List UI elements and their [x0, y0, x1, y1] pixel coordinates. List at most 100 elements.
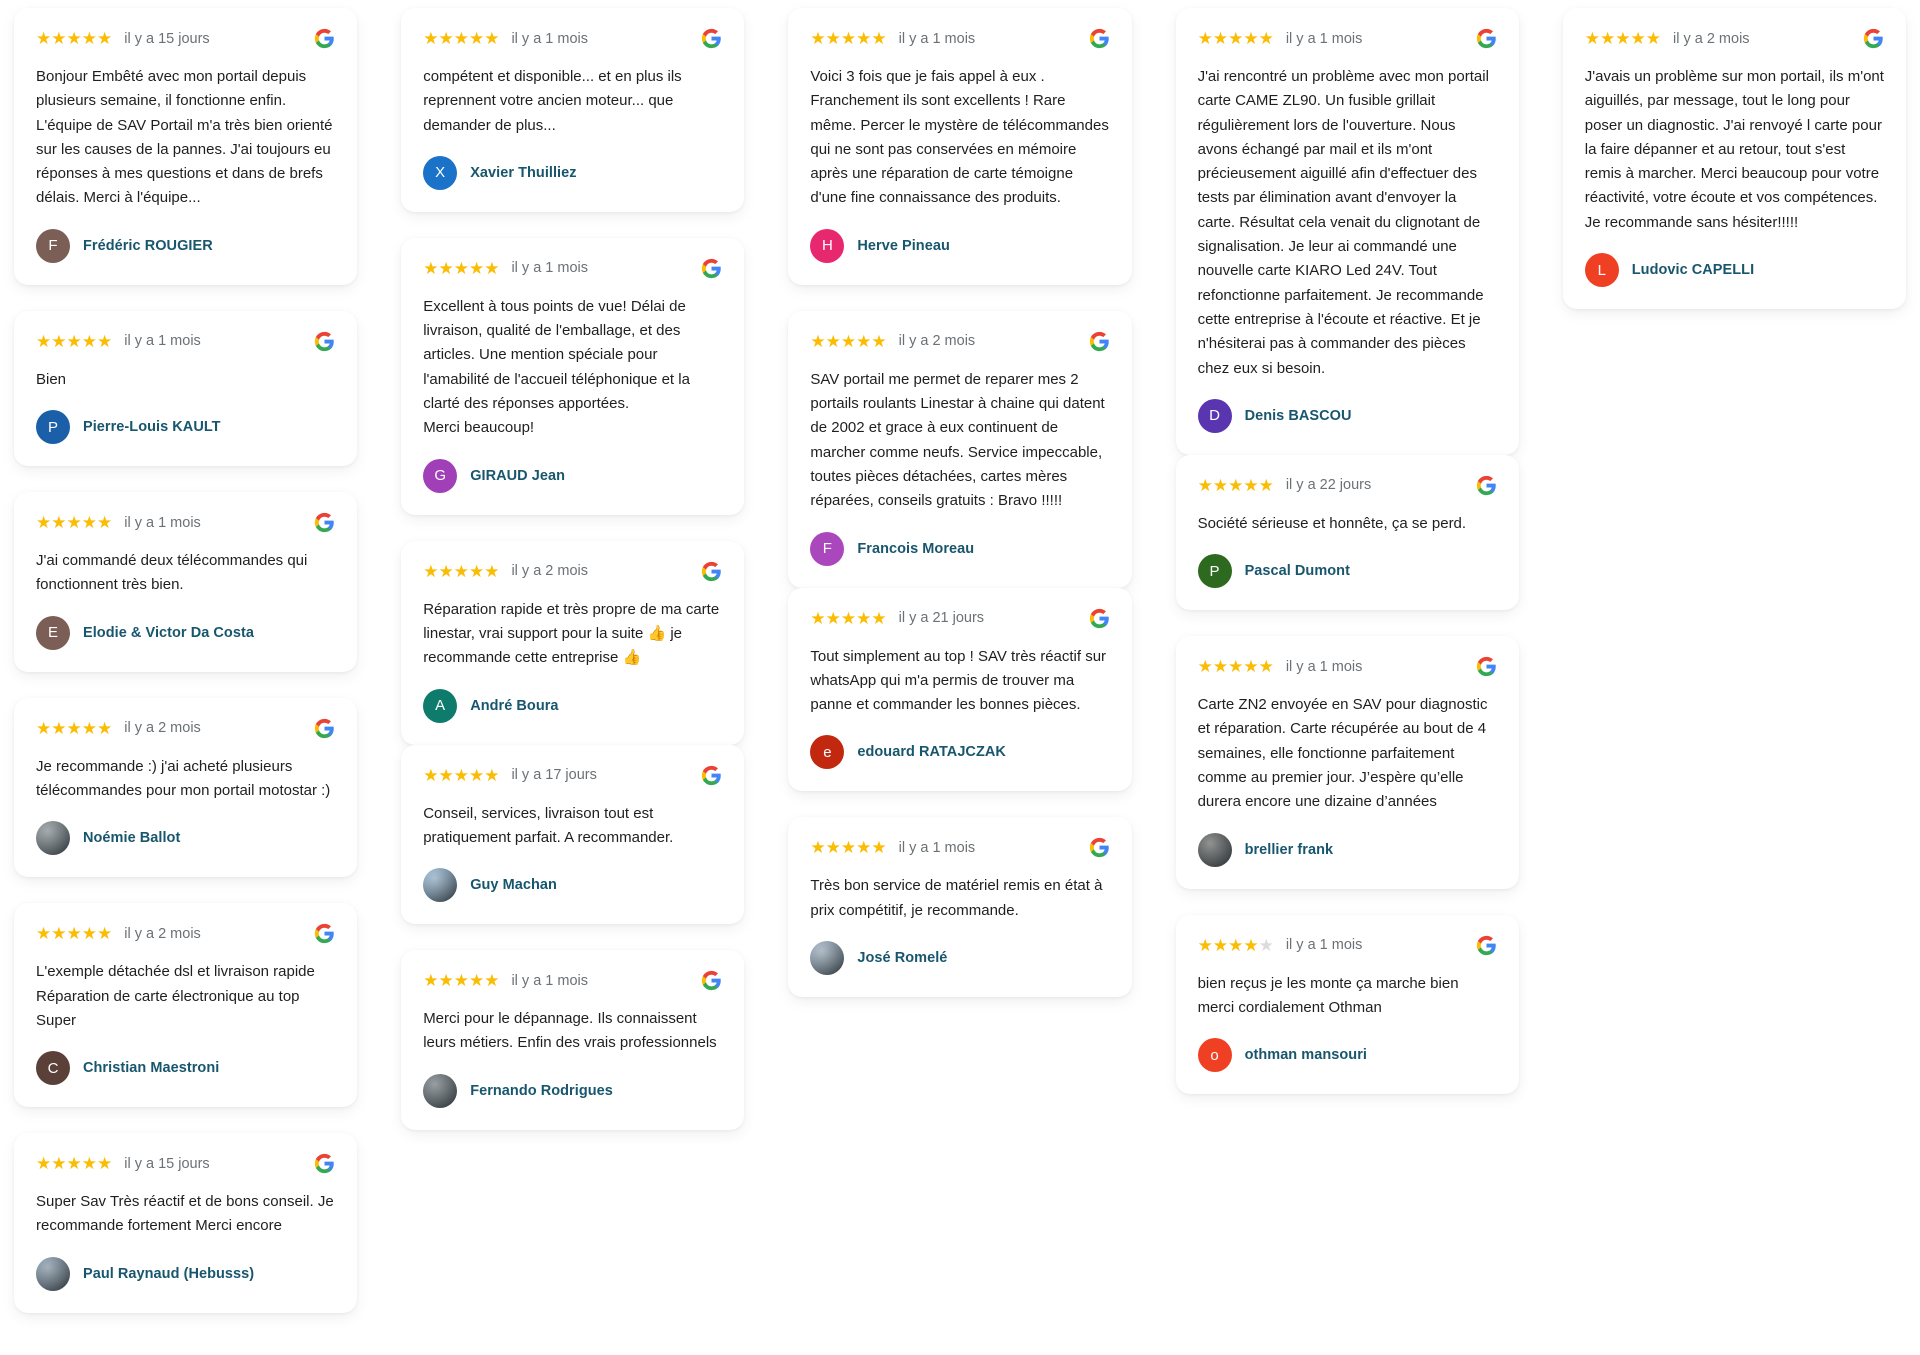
review-author-name[interactable]: Xavier Thuilliez	[470, 164, 577, 181]
review-author-row[interactable]: b brellier frank	[1197, 832, 1497, 867]
review-author-row[interactable]: X Xavier Thuilliez	[423, 155, 722, 190]
google-g-icon[interactable]	[1089, 608, 1110, 629]
review-author-row[interactable]: F Francois Moreau	[810, 531, 1109, 566]
review-author-row[interactable]: G GIRAUD Jean	[423, 458, 722, 493]
review-card[interactable]: ★ ★ ★ ★ ★ il y a 2 mois J'avais un problème s…	[1562, 8, 1906, 310]
google-g-icon[interactable]	[1476, 656, 1497, 677]
review-card[interactable]: ★ ★ ★ ★ ★ il y a 1 mois J'ai rencontré un pro…	[1175, 8, 1519, 455]
review-card[interactable]: ★ ★ ★ ★ ★ il y a 15 jours Super Sav Très réac…	[14, 1133, 358, 1313]
star-filled-icon: ★	[484, 971, 500, 991]
review-card[interactable]: ★ ★ ★ ★ ★ il y a 1 mois Carte ZN2 envoyée en …	[1175, 636, 1519, 889]
review-author-row[interactable]: C Christian Maestroni	[36, 1051, 335, 1086]
review-author-row[interactable]: G Guy Machan	[423, 868, 722, 903]
review-author-name[interactable]: Christian Maestroni	[83, 1060, 220, 1077]
review-author-row[interactable]: F Frédéric ROUGIER	[36, 228, 335, 263]
avatar: P	[36, 1256, 70, 1291]
google-g-icon[interactable]	[314, 331, 335, 352]
review-author-name[interactable]: José Romelé	[857, 950, 948, 967]
review-author-row[interactable]: A André Boura	[423, 688, 722, 723]
review-author-name[interactable]: André Boura	[470, 697, 559, 714]
review-author-name[interactable]: Paul Raynaud (Hebusss)	[83, 1265, 255, 1282]
google-g-icon[interactable]	[314, 28, 335, 49]
review-author-row[interactable]: P Paul Raynaud (Hebusss)	[36, 1256, 335, 1291]
google-g-icon[interactable]	[1476, 28, 1497, 49]
review-card[interactable]: ★ ★ ★ ★ ★ il y a 21 jours Tout simplement au …	[788, 587, 1132, 792]
review-author-row[interactable]: P Pierre-Louis KAULT	[36, 410, 335, 445]
review-author-name[interactable]: Pierre-Louis KAULT	[83, 419, 221, 436]
review-card[interactable]: ★ ★ ★ ★ ★ il y a 1 mois Très bon service de m…	[788, 817, 1132, 998]
review-author-name[interactable]: othman mansouri	[1244, 1047, 1367, 1064]
rating-group: ★ ★ ★ ★ ★ il y a 1 mois	[36, 514, 201, 531]
star-rating: ★ ★ ★ ★ ★	[1198, 477, 1274, 494]
review-author-name[interactable]: Frédéric ROUGIER	[83, 237, 213, 254]
review-card[interactable]: ★ ★ ★ ★ ★ il y a 1 mois compétent et disponib…	[401, 8, 745, 212]
star-rating: ★ ★ ★ ★ ★	[423, 260, 499, 277]
review-card[interactable]: ★ ★ ★ ★ ★ il y a 2 mois SAV portail me permet…	[788, 310, 1132, 588]
review-card[interactable]: ★ ★ ★ ★ ★ il y a 1 mois J'ai commandé deux té…	[14, 492, 358, 672]
review-author-name[interactable]: Noémie Ballot	[83, 830, 181, 847]
review-author-row[interactable]: N Noémie Ballot	[36, 821, 335, 856]
review-author-row[interactable]: E Elodie & Victor Da Costa	[36, 615, 335, 650]
star-rating: ★ ★ ★ ★ ★	[1585, 30, 1661, 47]
google-g-icon[interactable]	[314, 923, 335, 944]
star-filled-icon: ★	[468, 765, 485, 785]
google-g-icon[interactable]	[314, 1153, 335, 1174]
review-card[interactable]: ★ ★ ★ ★ ★ il y a 1 mois Bien P Pierre-Louis KAU…	[14, 310, 358, 467]
google-g-icon[interactable]	[701, 561, 722, 582]
avatar-initial: X	[435, 164, 446, 182]
review-text: Super Sav Très réactif et de bons consei…	[36, 1193, 338, 1235]
google-g-icon[interactable]	[314, 512, 335, 533]
review-card[interactable]: ★ ★ ★ ★ ★ il y a 1 mois bien reçus je les mon…	[1175, 914, 1519, 1095]
review-author-name[interactable]: Denis BASCOU	[1244, 407, 1352, 424]
rating-group: ★ ★ ★ ★ ★ il y a 1 mois	[423, 972, 588, 989]
review-author-row[interactable]: L Ludovic CAPELLI	[1584, 253, 1884, 288]
google-g-icon[interactable]	[701, 28, 722, 49]
review-author-row[interactable]: F Fernando Rodrigues	[423, 1073, 722, 1108]
review-time-ago: il y a 22 jours	[1285, 477, 1372, 494]
google-g-icon[interactable]	[701, 258, 722, 279]
review-author-name[interactable]: Pascal Dumont	[1244, 563, 1350, 580]
review-card[interactable]: ★ ★ ★ ★ ★ il y a 2 mois L'exemple détachée ds…	[14, 903, 358, 1108]
review-time-ago: il y a 1 mois	[511, 972, 588, 989]
star-filled-icon: ★	[840, 838, 857, 858]
review-author-name[interactable]: brellier frank	[1244, 841, 1334, 858]
review-header: ★ ★ ★ ★ ★ il y a 1 mois	[423, 258, 722, 279]
review-card[interactable]: ★ ★ ★ ★ ★ il y a 2 mois Réparation rapide et …	[401, 540, 745, 745]
google-g-icon[interactable]	[1476, 475, 1497, 496]
star-filled-icon: ★	[81, 924, 97, 944]
review-card[interactable]: ★ ★ ★ ★ ★ il y a 1 mois Merci pour le dépanna…	[401, 950, 745, 1130]
google-g-icon[interactable]	[701, 970, 722, 991]
review-card[interactable]: ★ ★ ★ ★ ★ il y a 1 mois Voici 3 fois que je f…	[788, 8, 1132, 285]
review-author-row[interactable]: H Herve Pineau	[810, 228, 1109, 263]
star-empty-icon: ★	[1258, 935, 1274, 955]
google-g-icon[interactable]	[1089, 331, 1110, 352]
google-g-icon[interactable]	[1476, 935, 1497, 956]
review-author-row[interactable]: J José Romelé	[810, 941, 1109, 976]
review-card[interactable]: ★ ★ ★ ★ ★ il y a 22 jours Société sérieuse et…	[1175, 454, 1519, 611]
google-g-icon[interactable]	[701, 765, 722, 786]
review-author-row[interactable]: P Pascal Dumont	[1197, 554, 1497, 589]
review-author-name[interactable]: Herve Pineau	[857, 237, 950, 254]
review-text: J'ai rencontré un problème avec mon port…	[1197, 68, 1494, 377]
review-author-name[interactable]: Fernando Rodrigues	[470, 1082, 613, 1099]
google-g-icon[interactable]	[1089, 28, 1110, 49]
avatar-initial: H	[821, 237, 833, 255]
review-card[interactable]: ★ ★ ★ ★ ★ il y a 1 mois Excellent à tous poin…	[401, 237, 745, 515]
star-filled-icon: ★	[66, 29, 82, 48]
review-card[interactable]: ★ ★ ★ ★ ★ il y a 17 jours Conseil, services, …	[401, 744, 745, 925]
review-card[interactable]: ★ ★ ★ ★ ★ il y a 15 jours Bonjour Embêté avec…	[14, 8, 358, 285]
star-rating: ★ ★ ★ ★ ★	[1198, 30, 1274, 47]
review-card[interactable]: ★ ★ ★ ★ ★ il y a 2 mois Je recommande :) j'ai…	[14, 697, 358, 878]
review-author-name[interactable]: GIRAUD Jean	[470, 467, 566, 484]
review-author-name[interactable]: Guy Machan	[470, 877, 557, 894]
review-author-name[interactable]: Francois Moreau	[857, 540, 975, 557]
google-g-icon[interactable]	[314, 718, 335, 739]
review-author-name[interactable]: Elodie & Victor Da Costa	[83, 624, 254, 641]
google-g-icon[interactable]	[1089, 837, 1110, 858]
review-author-row[interactable]: D Denis BASCOU	[1197, 398, 1497, 433]
google-g-icon[interactable]	[1863, 28, 1884, 49]
review-author-row[interactable]: o othman mansouri	[1197, 1038, 1497, 1073]
review-author-row[interactable]: e edouard RATAJCZAK	[810, 735, 1109, 770]
review-author-name[interactable]: edouard RATAJCZAK	[857, 744, 1006, 761]
review-author-name[interactable]: Ludovic CAPELLI	[1631, 262, 1755, 279]
